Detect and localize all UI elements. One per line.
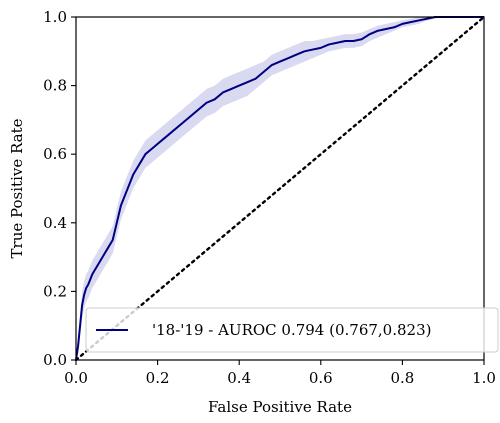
y-tick-label: 0.4	[43, 214, 67, 232]
plot-area	[74, 15, 486, 362]
legend: '18-'19 - AUROC 0.794 (0.767,0.823)	[85, 307, 499, 353]
x-axis-title: False Positive Rate	[208, 398, 352, 416]
x-tick-label: 1.0	[472, 369, 496, 387]
y-tick-label: 0.6	[43, 145, 67, 163]
y-axis: 0.0 0.2 0.4 0.6 0.8 1.0	[43, 8, 76, 369]
x-tick-label: 0.4	[227, 369, 251, 387]
chance-line	[74, 15, 486, 362]
x-axis: 0.0 0.2 0.4 0.6 0.8 1.0	[64, 360, 496, 387]
y-tick-label: 0.2	[43, 282, 67, 300]
y-tick-label: 0.0	[43, 351, 67, 369]
axes-frame	[75, 16, 485, 361]
y-tick-label: 1.0	[43, 8, 67, 26]
legend-label: '18-'19 - AUROC 0.794 (0.767,0.823)	[152, 321, 431, 339]
y-axis-title: True Positive Rate	[8, 118, 26, 258]
x-tick-label: 0.6	[309, 369, 333, 387]
legend-box	[85, 307, 499, 353]
roc-curve-0	[75, 16, 484, 361]
x-tick-label: 0.0	[64, 369, 88, 387]
x-tick-label: 0.2	[146, 369, 170, 387]
y-tick-label: 0.8	[43, 77, 67, 95]
x-tick-label: 0.8	[390, 369, 414, 387]
